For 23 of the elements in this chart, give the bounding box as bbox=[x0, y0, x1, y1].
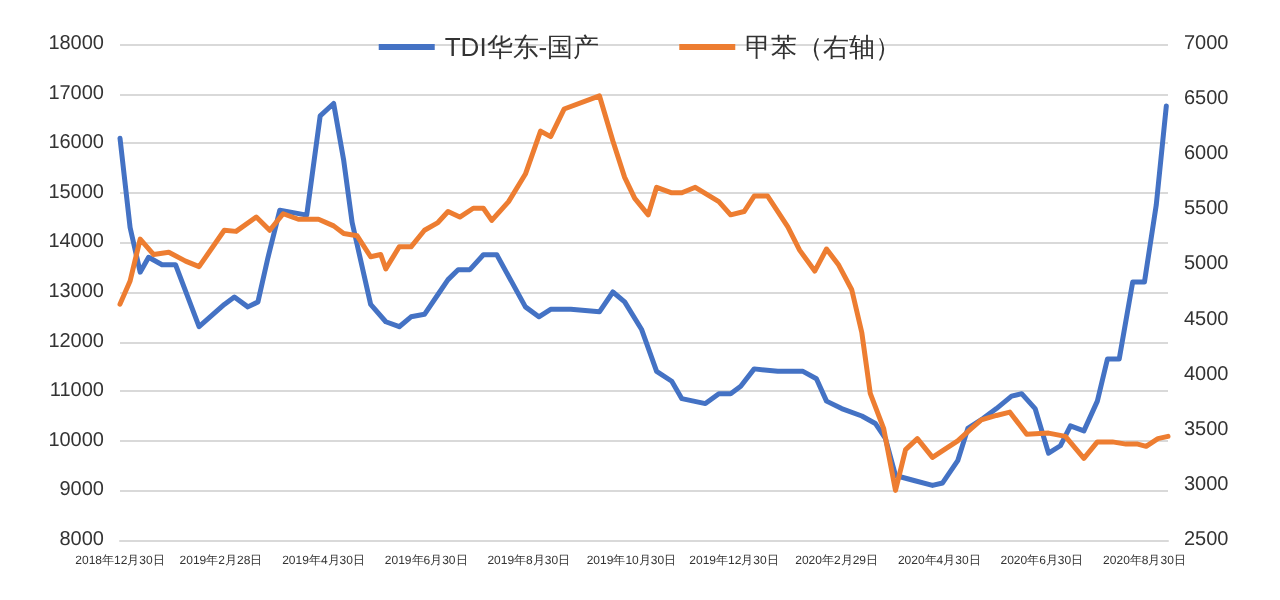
y2-tick-label: 3000 bbox=[1184, 473, 1230, 496]
y-tick-label: 17000 bbox=[48, 82, 105, 105]
y2-tick-label: 7000 bbox=[1184, 33, 1230, 55]
y-tick-label: 18000 bbox=[48, 33, 105, 55]
y-tick-label: 9000 bbox=[59, 479, 105, 502]
y2-tick-label: 5000 bbox=[1184, 253, 1230, 276]
legend-label: TDI华东-国产 bbox=[444, 32, 600, 62]
y-tick-label: 13000 bbox=[48, 281, 105, 303]
legend-label: 甲苯（右轴） bbox=[745, 32, 902, 62]
y-tick-label: 11000 bbox=[49, 380, 105, 403]
y2-tick-label: 6500 bbox=[1184, 88, 1230, 111]
y-tick-label: 15000 bbox=[48, 181, 105, 204]
y2-tick-label: 3500 bbox=[1184, 418, 1230, 441]
y-tick-label: 14000 bbox=[48, 231, 105, 254]
y-tick-label: 8000 bbox=[59, 529, 105, 551]
y2-tick-label: 2500 bbox=[1184, 529, 1230, 551]
y-tick-label: 10000 bbox=[48, 429, 105, 452]
y2-tick-label: 4500 bbox=[1184, 308, 1230, 331]
y2-tick-label: 5500 bbox=[1184, 198, 1230, 221]
y2-tick-label: 6000 bbox=[1184, 143, 1230, 166]
y-tick-label: 12000 bbox=[48, 330, 105, 353]
y-tick-label: 16000 bbox=[48, 132, 105, 155]
y2-tick-label: 4000 bbox=[1184, 363, 1230, 386]
